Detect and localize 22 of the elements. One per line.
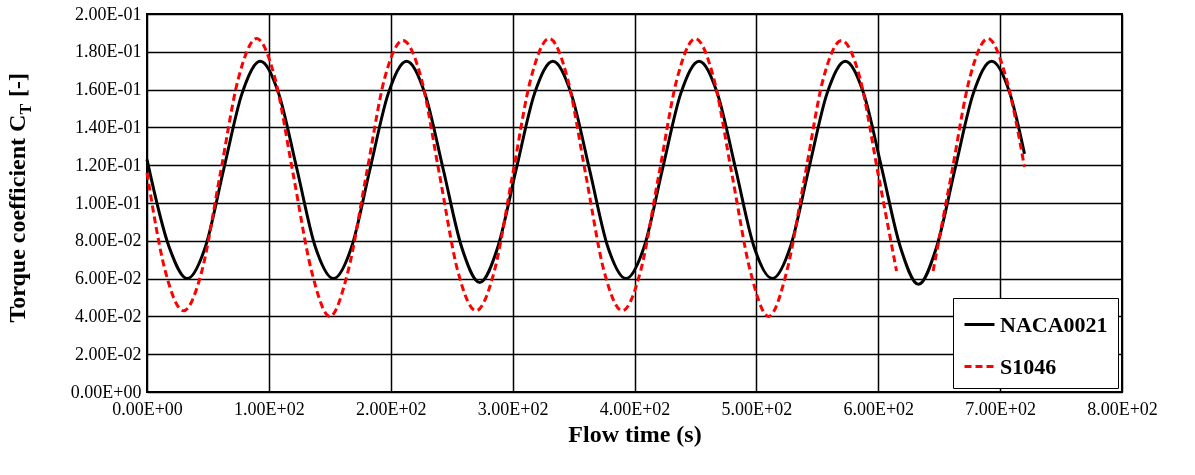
y-tick-label: 4.00E-02 xyxy=(75,305,142,326)
x-axis-title: Flow time (s) xyxy=(568,420,702,447)
x-tick-label: 8.00E+02 xyxy=(1087,398,1158,419)
x-tick-label: 5.00E+02 xyxy=(721,398,793,419)
x-tick-label: 2.00E+02 xyxy=(355,398,427,419)
y-tick-label: 1.80E-01 xyxy=(75,41,142,62)
y-tick-label: 1.20E-01 xyxy=(75,154,142,175)
legend-label: NACA0021 xyxy=(1000,311,1108,337)
x-tick-label: 1.00E+02 xyxy=(234,398,305,419)
y-tick-label: 1.40E-01 xyxy=(75,116,142,137)
y-tick-label: 1.00E-01 xyxy=(75,192,142,213)
x-tick-label: 4.00E+02 xyxy=(599,398,671,419)
x-tick-label: 6.00E+02 xyxy=(843,398,915,419)
y-axis-title: Torque coefficient CT [-] xyxy=(4,73,34,323)
x-tick-label: 3.00E+02 xyxy=(477,398,549,419)
y-tick-label: 1.60E-01 xyxy=(75,79,142,100)
legend-label: S1046 xyxy=(1000,353,1057,379)
y-tick-label: 2.00E-02 xyxy=(75,343,142,364)
y-tick-label: 2.00E-01 xyxy=(75,3,142,24)
y-tick-label: 6.00E-02 xyxy=(75,268,142,289)
x-tick-label: 7.00E+02 xyxy=(965,398,1036,419)
y-tick-label: 8.00E-02 xyxy=(75,230,142,251)
